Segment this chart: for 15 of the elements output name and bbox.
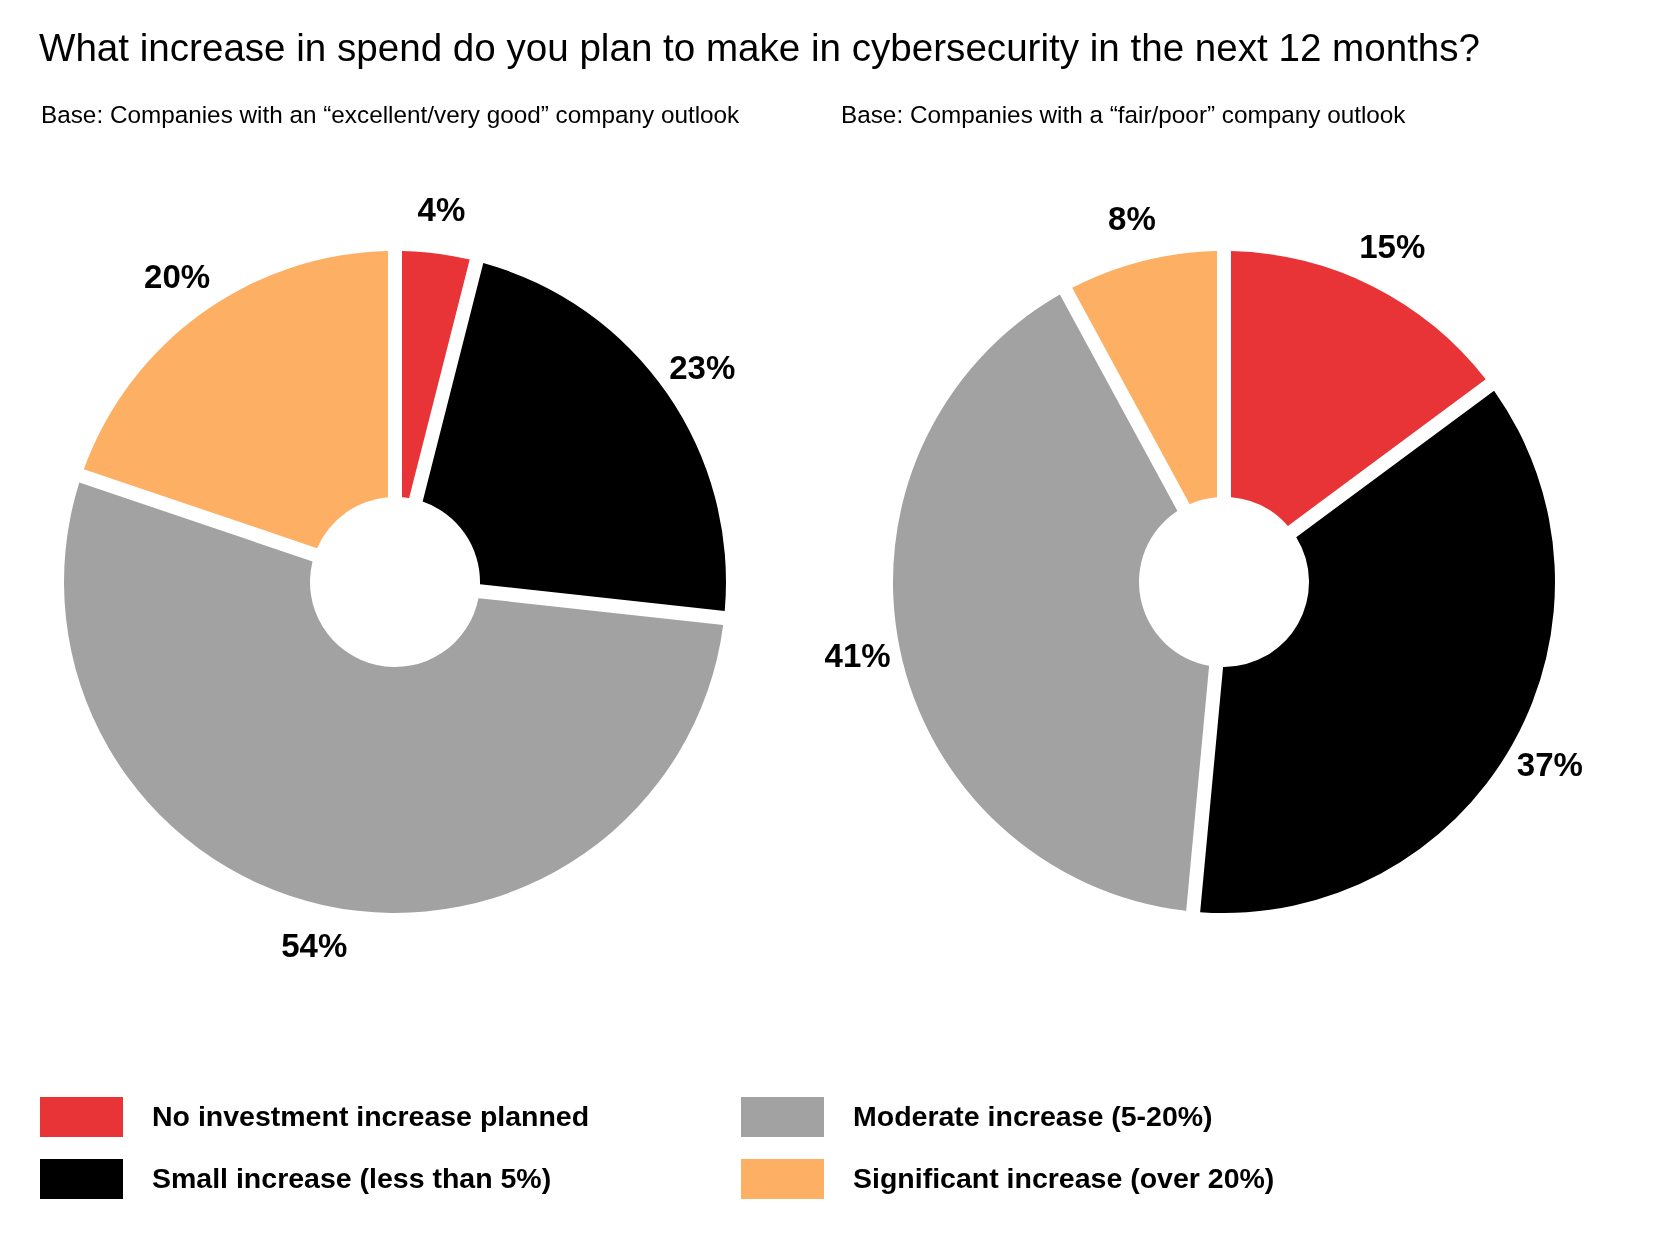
legend-label: Significant increase (over 20%) xyxy=(853,1162,1275,1194)
data-label: 15% xyxy=(1359,227,1426,265)
data-label: 23% xyxy=(669,348,736,386)
legend-label: No investment increase planned xyxy=(152,1100,590,1132)
data-label: 20% xyxy=(144,258,211,296)
chart-subtitle: Base: Companies with an “excellent/very good” company outlook xyxy=(41,100,741,128)
chart-title: What increase in spend do you plan to make in cybersecurity in the next 12 months? xyxy=(39,26,1481,70)
data-label: 37% xyxy=(1516,745,1583,783)
data-label: 54% xyxy=(281,927,348,965)
data-label: 8% xyxy=(1108,199,1156,237)
data-label: 41% xyxy=(824,637,891,675)
chart-subtitle: Base: Companies with a “fair/poor” company outlook xyxy=(841,100,1407,128)
data-label: 4% xyxy=(417,190,466,228)
legend-label: Small increase (less than 5%) xyxy=(152,1162,552,1194)
legend-label: Moderate increase (5-20%) xyxy=(853,1100,1213,1132)
